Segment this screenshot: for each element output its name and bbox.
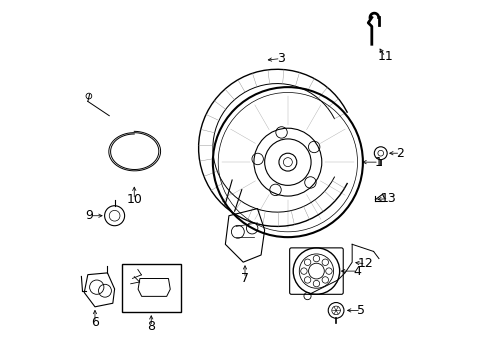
Text: 13: 13 (381, 192, 396, 205)
Text: 2: 2 (396, 147, 404, 160)
Text: 5: 5 (357, 304, 365, 317)
Text: 9: 9 (86, 209, 94, 222)
Text: 4: 4 (354, 265, 362, 278)
Text: 7: 7 (241, 272, 249, 285)
Text: 8: 8 (147, 320, 155, 333)
Text: 1: 1 (375, 156, 383, 168)
Bar (122, 264, 181, 312)
Text: 3: 3 (277, 52, 285, 65)
Text: 6: 6 (91, 316, 99, 329)
Text: 11: 11 (377, 50, 393, 63)
Text: 12: 12 (358, 257, 373, 270)
Text: 10: 10 (126, 193, 142, 206)
